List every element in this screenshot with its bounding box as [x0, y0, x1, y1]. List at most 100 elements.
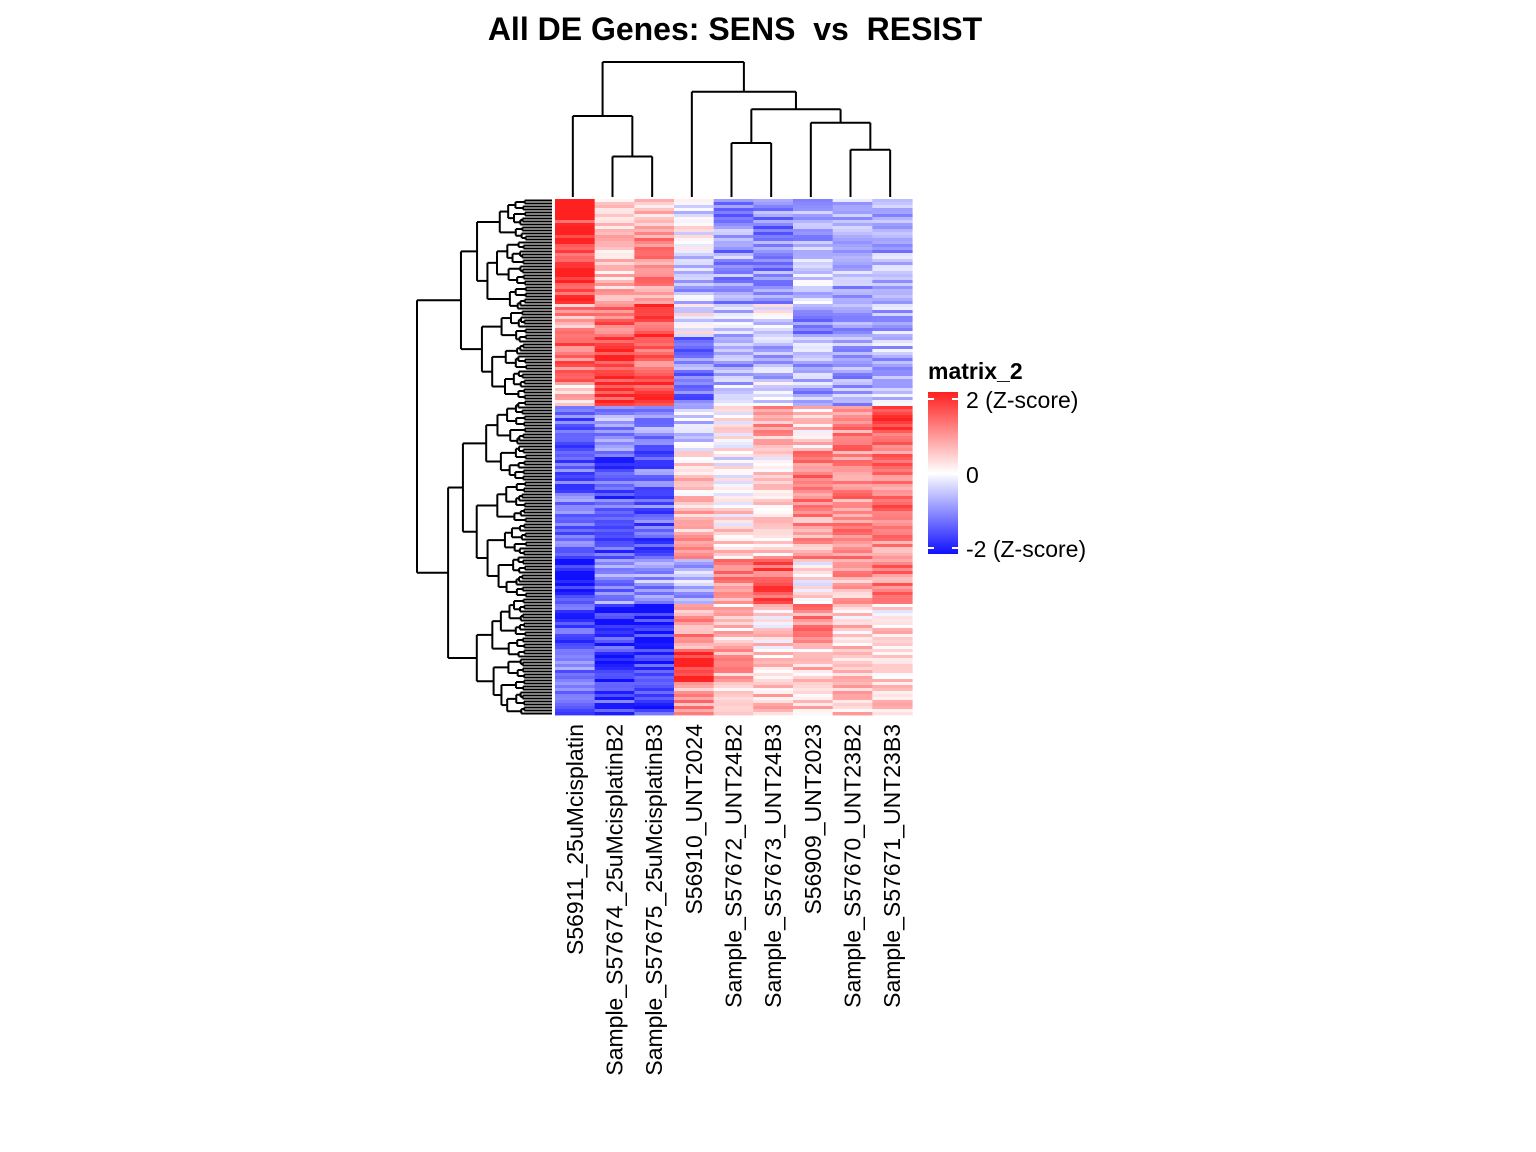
heatmap-cell — [713, 706, 754, 710]
heatmap-cell — [674, 466, 715, 470]
heatmap-cell — [594, 619, 635, 623]
heatmap-cell — [594, 421, 635, 425]
heatmap-cell — [634, 469, 675, 473]
heatmap-cell — [674, 550, 715, 554]
heatmap-cell — [674, 475, 715, 479]
heatmap-cell — [832, 511, 873, 515]
heatmap-cell — [753, 694, 794, 698]
heatmap-cell — [753, 556, 794, 560]
heatmap-cell — [555, 334, 596, 338]
heatmap-cell — [555, 436, 596, 440]
heatmap-cell — [713, 346, 754, 350]
heatmap-cell — [674, 460, 715, 464]
heatmap-cell — [713, 289, 754, 293]
heatmap-cell — [872, 562, 913, 566]
heatmap-cell — [832, 667, 873, 671]
heatmap-cell — [634, 301, 675, 305]
heatmap-cell — [674, 403, 715, 407]
heatmap-cell — [555, 412, 596, 416]
heatmap-cell — [634, 595, 675, 599]
row-dendrogram — [416, 199, 552, 715]
heatmap-cell — [832, 655, 873, 659]
heatmap-cell — [713, 526, 754, 530]
heatmap-cell — [753, 685, 794, 689]
heatmap-cell — [594, 577, 635, 581]
heatmap-cell — [872, 643, 913, 647]
heatmap-cell — [674, 361, 715, 365]
heatmap-cell — [872, 568, 913, 572]
heatmap-cell — [555, 508, 596, 512]
heatmap-cell — [872, 538, 913, 542]
heatmap-cell — [594, 418, 635, 422]
heatmap-cell — [594, 481, 635, 485]
heatmap-cell — [872, 454, 913, 458]
heatmap-cell — [634, 556, 675, 560]
heatmap-cell — [793, 223, 834, 227]
heatmap-cell — [793, 694, 834, 698]
heatmap-cell — [594, 535, 635, 539]
heatmap-cell — [674, 634, 715, 638]
heatmap-cell — [674, 697, 715, 701]
legend-title: matrix_2 — [928, 358, 1023, 384]
heatmap-cell — [634, 577, 675, 581]
heatmap-cell — [674, 232, 715, 236]
heatmap-cell — [634, 406, 675, 410]
heatmap-cell — [832, 319, 873, 323]
heatmap-cell — [832, 271, 873, 275]
heatmap-cell — [713, 496, 754, 500]
heatmap-cell — [793, 484, 834, 488]
heatmap-cell — [555, 397, 596, 401]
heatmap-cell — [832, 556, 873, 560]
heatmap-cell — [555, 211, 596, 215]
heatmap-cell — [753, 493, 794, 497]
heatmap-cell — [634, 484, 675, 488]
heatmap-cell — [832, 427, 873, 431]
heatmap-cell — [634, 253, 675, 257]
heatmap-cell — [555, 526, 596, 530]
heatmap-cell — [713, 502, 754, 506]
heatmap-cell — [872, 535, 913, 539]
heatmap-cell — [555, 601, 596, 605]
heatmap-cell — [793, 712, 834, 716]
heatmap-cell — [713, 667, 754, 671]
heatmap-cell — [634, 607, 675, 611]
heatmap-cell — [634, 391, 675, 395]
heatmap-cell — [753, 265, 794, 269]
heatmap-cell — [674, 610, 715, 614]
heatmap-cell — [634, 622, 675, 626]
heatmap-cell — [555, 376, 596, 380]
heatmap-cell — [753, 550, 794, 554]
heatmap-cell — [674, 439, 715, 443]
heatmap-cell — [634, 451, 675, 455]
heatmap-cell — [594, 613, 635, 617]
heatmap-cell — [634, 202, 675, 206]
heatmap-cell — [594, 604, 635, 608]
heatmap-cell — [832, 616, 873, 620]
heatmap-cell — [674, 238, 715, 242]
heatmap-cell — [832, 247, 873, 251]
heatmap-cell — [594, 364, 635, 368]
heatmap-cell — [793, 340, 834, 344]
heatmap-cell — [713, 343, 754, 347]
heatmap-cell — [594, 394, 635, 398]
heatmap-cell — [793, 352, 834, 356]
heatmap-cell — [753, 346, 794, 350]
heatmap-cell — [634, 583, 675, 587]
heatmap-cell — [793, 604, 834, 608]
heatmap-cell — [555, 409, 596, 413]
heatmap-cell — [832, 634, 873, 638]
heatmap-cell — [555, 343, 596, 347]
heatmap-cell — [753, 700, 794, 704]
heatmap-cell — [793, 697, 834, 701]
heatmap-cell — [674, 262, 715, 266]
heatmap-cell — [555, 448, 596, 452]
heatmap-cell — [713, 571, 754, 575]
heatmap-cell — [634, 442, 675, 446]
heatmap-cell — [753, 652, 794, 656]
heatmap-cell — [713, 592, 754, 596]
heatmap-cell — [674, 217, 715, 221]
heatmap-cell — [634, 379, 675, 383]
heatmap-cell — [793, 442, 834, 446]
heatmap-cell — [594, 661, 635, 665]
heatmap-cell — [555, 466, 596, 470]
